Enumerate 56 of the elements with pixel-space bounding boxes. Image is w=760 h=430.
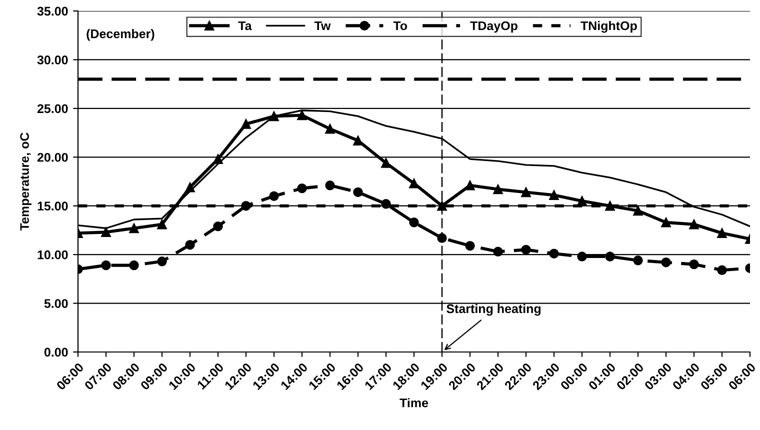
point xyxy=(661,258,671,268)
annotation: (December) xyxy=(86,29,154,41)
point xyxy=(297,110,307,120)
point xyxy=(241,119,251,129)
point xyxy=(213,221,223,232)
point xyxy=(381,199,391,209)
y-tick-label: 10.00 xyxy=(38,250,68,260)
point xyxy=(269,191,279,201)
point xyxy=(157,220,167,230)
y-tick-label: 0.00 xyxy=(44,348,68,357)
point xyxy=(577,196,587,206)
point xyxy=(381,158,391,168)
point xyxy=(353,136,363,146)
x-axis-title: Time xyxy=(400,398,428,408)
y-tick-label: 5.00 xyxy=(44,299,68,308)
point xyxy=(409,178,419,188)
y-axis-title: Temperature, oC xyxy=(20,132,32,231)
legend-label: TNightOp xyxy=(580,21,637,33)
y-tick-label: 30.00 xyxy=(37,56,68,64)
point xyxy=(549,248,559,258)
legend-label: TDayOp xyxy=(470,21,518,33)
point xyxy=(157,256,167,266)
point xyxy=(129,223,139,234)
point xyxy=(549,190,559,200)
y-tick-label: 35.00 xyxy=(37,6,68,16)
point xyxy=(689,259,699,270)
point xyxy=(129,260,139,270)
y-tick-label: 20.00 xyxy=(37,152,68,162)
point xyxy=(717,265,727,276)
point xyxy=(325,180,335,190)
legend-label: To xyxy=(393,21,408,30)
point xyxy=(101,227,111,238)
point xyxy=(633,206,643,216)
y-tick-label: 25.00 xyxy=(37,104,68,114)
point xyxy=(325,124,335,134)
point xyxy=(493,184,503,194)
point xyxy=(353,187,363,198)
point xyxy=(409,218,419,228)
point xyxy=(661,218,671,228)
point xyxy=(521,187,531,198)
point xyxy=(101,260,111,270)
point xyxy=(493,246,503,257)
point xyxy=(605,252,615,262)
point xyxy=(521,244,531,255)
point xyxy=(717,228,727,238)
point xyxy=(185,240,195,250)
point xyxy=(465,180,475,190)
point xyxy=(689,220,699,230)
ref-line-label: Starting heating xyxy=(446,304,541,316)
legend-label: Ta xyxy=(238,21,252,30)
point xyxy=(465,240,475,251)
point xyxy=(297,183,307,194)
point xyxy=(633,256,643,266)
y-tick-label: 15.00 xyxy=(38,202,68,211)
point xyxy=(577,252,587,262)
legend-label: Tw xyxy=(314,21,331,30)
